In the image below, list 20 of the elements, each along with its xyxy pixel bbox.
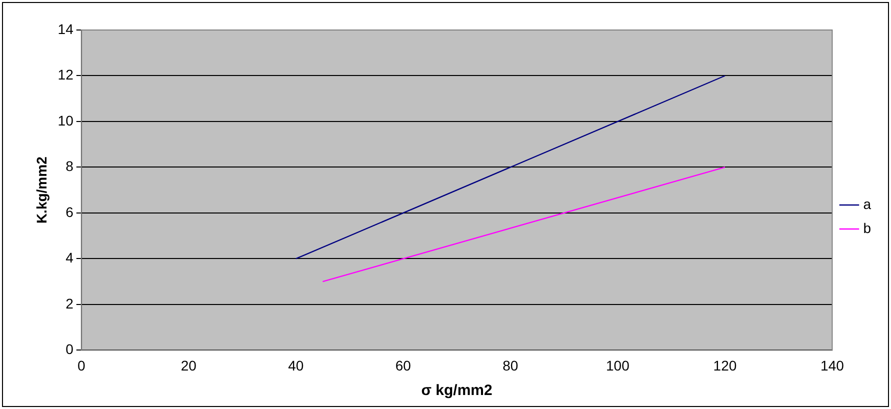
y-tick-label: 2: [66, 295, 74, 312]
y-tick-label: 14: [58, 20, 74, 37]
legend-label: a: [863, 196, 872, 212]
x-tick-label: 40: [288, 357, 304, 374]
x-tick-label: 80: [502, 357, 518, 374]
x-tick-label: 0: [77, 357, 86, 374]
y-tick-label: 4: [66, 250, 74, 266]
y-tick-label: 10: [58, 112, 74, 128]
y-tick-label: 6: [66, 204, 74, 220]
x-tick-label: 60: [395, 357, 412, 374]
y-axis-title: K.kg/mm2: [33, 156, 50, 224]
x-tick-label: 140: [820, 357, 844, 374]
x-tick-label: 120: [713, 357, 737, 374]
x-tick-label: 100: [606, 357, 630, 374]
x-axis-title: σ kg/mm2: [421, 382, 492, 400]
y-tick-label: 8: [66, 158, 74, 174]
legend-label: b: [863, 220, 872, 236]
y-tick-label: 12: [58, 66, 74, 83]
y-tick-label: 0: [66, 341, 74, 358]
x-tick-label: 20: [180, 357, 197, 374]
